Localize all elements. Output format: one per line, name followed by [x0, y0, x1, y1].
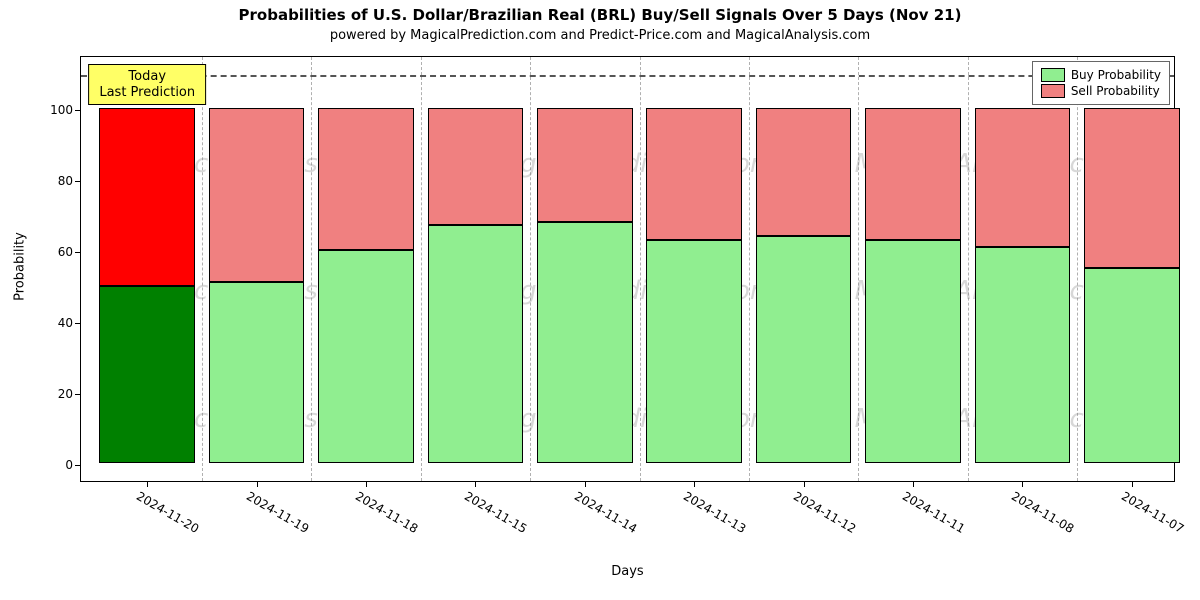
- x-tick-label: 2024-11-19: [244, 489, 311, 536]
- x-tick-mark: [694, 481, 695, 487]
- bar-sell: [537, 108, 633, 222]
- x-tick-mark: [585, 481, 586, 487]
- bar-sell: [975, 108, 1071, 246]
- bar-slot: [641, 57, 747, 481]
- bar-sell: [1084, 108, 1180, 268]
- y-tick-label: 60: [58, 245, 73, 259]
- y-tick-mark: [75, 110, 81, 111]
- bar-slot: [969, 57, 1075, 481]
- bar-slot: [860, 57, 966, 481]
- bars-container: [81, 57, 1174, 481]
- y-tick-label: 80: [58, 174, 73, 188]
- x-tick-label: 2024-11-12: [791, 489, 858, 536]
- legend-swatch: [1041, 84, 1065, 98]
- x-tick-label: 2024-11-20: [134, 489, 201, 536]
- y-tick-mark: [75, 465, 81, 466]
- bar-slot: [94, 57, 200, 481]
- y-tick-mark: [75, 323, 81, 324]
- bar-sell: [99, 108, 195, 286]
- x-tick-mark: [475, 481, 476, 487]
- bar-sell: [646, 108, 742, 239]
- x-tick-label: 2024-11-07: [1119, 489, 1186, 536]
- legend: Buy Probability Sell Probability: [1032, 61, 1170, 105]
- bar-sell: [209, 108, 305, 282]
- x-axis-label: Days: [598, 564, 658, 579]
- x-tick-label: 2024-11-14: [572, 489, 639, 536]
- x-tick-label: 2024-11-15: [462, 489, 529, 536]
- legend-row: Sell Probability: [1041, 84, 1161, 98]
- x-tick-mark: [804, 481, 805, 487]
- bar-sell: [865, 108, 961, 239]
- x-tick-mark: [147, 481, 148, 487]
- legend-label: Buy Probability: [1071, 68, 1161, 82]
- bar-sell: [318, 108, 414, 250]
- legend-label: Sell Probability: [1071, 84, 1160, 98]
- y-tick-label: 100: [50, 103, 73, 117]
- x-tick-mark: [257, 481, 258, 487]
- x-tick-mark: [913, 481, 914, 487]
- x-tick-mark: [1022, 481, 1023, 487]
- bar-slot: [204, 57, 310, 481]
- bar-buy: [318, 250, 414, 463]
- bar-sell: [756, 108, 852, 236]
- x-tick-label: 2024-11-18: [353, 489, 420, 536]
- legend-swatch: [1041, 68, 1065, 82]
- x-tick-label: 2024-11-08: [1009, 489, 1076, 536]
- bar-buy: [209, 282, 305, 463]
- x-tick-label: 2024-11-11: [900, 489, 967, 536]
- bar-buy: [428, 225, 524, 463]
- bar-buy: [99, 286, 195, 464]
- bar-slot: [313, 57, 419, 481]
- bar-sell: [428, 108, 524, 225]
- bar-buy: [756, 236, 852, 463]
- chart-subtitle: powered by MagicalPrediction.com and Pre…: [0, 28, 1200, 43]
- y-tick-mark: [75, 252, 81, 253]
- y-tick-label: 40: [58, 316, 73, 330]
- bar-slot: [1079, 57, 1185, 481]
- bar-buy: [646, 240, 742, 464]
- x-tick-mark: [366, 481, 367, 487]
- today-annotation: Today Last Prediction: [88, 64, 206, 105]
- y-tick-label: 20: [58, 387, 73, 401]
- y-tick-mark: [75, 181, 81, 182]
- legend-row: Buy Probability: [1041, 68, 1161, 82]
- bar-buy: [865, 240, 961, 464]
- bar-slot: [751, 57, 857, 481]
- x-tick-mark: [1132, 481, 1133, 487]
- y-tick-label: 0: [65, 458, 73, 472]
- bar-slot: [532, 57, 638, 481]
- chart-title: Probabilities of U.S. Dollar/Brazilian R…: [0, 6, 1200, 24]
- plot-area: MagicalAnalysis.comMagicalPrediction.com…: [80, 56, 1175, 482]
- bar-buy: [1084, 268, 1180, 463]
- y-axis-label: Probability: [13, 217, 28, 317]
- x-tick-label: 2024-11-13: [681, 489, 748, 536]
- bar-buy: [975, 247, 1071, 464]
- y-tick-mark: [75, 394, 81, 395]
- bar-slot: [422, 57, 528, 481]
- bar-buy: [537, 222, 633, 463]
- reference-line: [81, 75, 1174, 77]
